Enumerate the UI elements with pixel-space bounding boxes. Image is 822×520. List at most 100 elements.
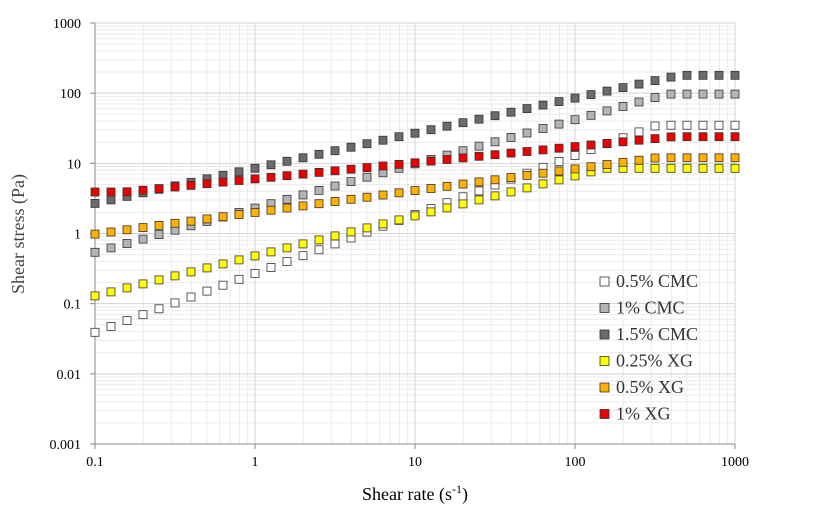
y-tick-label: 10 [67, 157, 81, 172]
data-point [346, 164, 356, 174]
data-point [394, 188, 404, 198]
data-point [218, 259, 228, 269]
data-point [554, 166, 564, 176]
data-point [474, 177, 484, 187]
data-point [362, 163, 372, 173]
data-point [714, 70, 724, 80]
data-point [650, 163, 660, 173]
data-point [634, 127, 644, 137]
data-point [106, 321, 116, 331]
data-point [538, 145, 548, 155]
data-point [314, 185, 324, 195]
data-point [234, 210, 244, 220]
data-point [554, 119, 564, 129]
x-axis-title-sup: -1 [452, 482, 462, 496]
data-point [250, 207, 260, 217]
x-axis-title: Shear rate (s-1) [362, 482, 468, 505]
data-point [314, 245, 324, 255]
data-point [426, 125, 436, 135]
data-point [602, 106, 612, 116]
legend-marker [599, 382, 610, 393]
legend-label: 0.25% XG [616, 351, 693, 371]
data-point [138, 234, 148, 244]
data-point [138, 185, 148, 195]
data-point [186, 180, 196, 190]
data-point [314, 199, 324, 209]
data-point [730, 163, 740, 173]
data-point [698, 70, 708, 80]
data-point [282, 243, 292, 253]
data-point [650, 76, 660, 85]
data-point [650, 121, 660, 131]
data-point [714, 163, 724, 173]
data-point [666, 163, 676, 173]
data-point [90, 187, 100, 197]
y-tick-label: 0.01 [57, 368, 82, 383]
data-point [682, 70, 692, 80]
data-point [282, 194, 292, 204]
data-point [298, 190, 308, 200]
data-point [682, 120, 692, 130]
data-point [538, 168, 548, 178]
data-point [570, 115, 580, 125]
data-point [634, 79, 644, 89]
data-point [458, 199, 468, 209]
data-point [346, 177, 356, 187]
data-point [442, 121, 452, 131]
data-point [538, 124, 548, 133]
data-point [554, 143, 564, 153]
data-point [490, 175, 500, 185]
data-point [106, 243, 116, 253]
data-point [506, 107, 516, 117]
data-point [202, 263, 212, 273]
y-tick-label: 0.1 [64, 298, 82, 313]
data-point [506, 132, 516, 142]
data-point [442, 155, 452, 164]
data-point [634, 135, 644, 145]
data-point [138, 279, 148, 289]
data-point [730, 132, 740, 142]
legend-label: 0.5% XG [616, 377, 684, 397]
data-point [266, 172, 276, 182]
data-point [186, 267, 196, 277]
data-point [330, 197, 340, 206]
data-point [490, 150, 500, 160]
data-point [522, 128, 532, 138]
data-point [730, 153, 740, 163]
data-point [122, 239, 132, 248]
data-point [618, 102, 628, 111]
data-point [266, 263, 276, 272]
data-point [330, 181, 340, 191]
data-point [410, 211, 420, 221]
legend-label: 1.5% CMC [616, 324, 698, 344]
data-point [490, 191, 500, 201]
data-point [602, 138, 612, 148]
data-point [282, 171, 292, 181]
data-point [298, 169, 308, 179]
data-point [474, 151, 484, 161]
data-point [154, 230, 164, 240]
data-point [234, 274, 244, 284]
data-point [90, 198, 100, 208]
data-point [122, 187, 132, 197]
data-point [298, 251, 308, 261]
data-point [90, 229, 100, 239]
data-point [554, 175, 564, 185]
data-point [698, 89, 708, 99]
data-point [474, 186, 484, 196]
data-point [250, 251, 260, 261]
data-point [442, 203, 452, 213]
y-tick-label: 1 [74, 228, 81, 243]
data-point [202, 286, 212, 296]
data-point [234, 255, 244, 265]
data-point [266, 247, 276, 257]
data-point [250, 268, 260, 278]
data-point [666, 153, 676, 163]
data-point [682, 153, 692, 163]
data-point [90, 327, 100, 337]
legend-marker [599, 329, 610, 340]
data-point [90, 291, 100, 301]
data-point [714, 120, 724, 130]
data-point [170, 271, 180, 281]
